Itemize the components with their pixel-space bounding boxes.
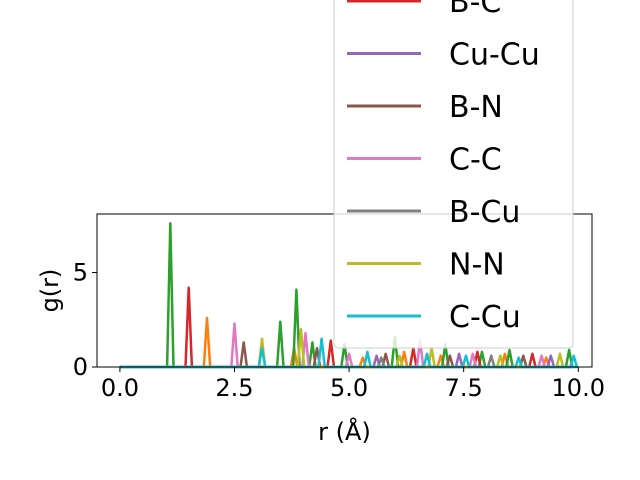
x-tick-label: 5.0 <box>330 374 368 402</box>
x-axis-label: r (Å) <box>318 417 371 446</box>
x-tick-label: 0.0 <box>101 374 139 402</box>
legend-label-cu-cu: Cu-Cu <box>449 38 540 73</box>
y-tick-label: 5 <box>73 259 88 287</box>
y-axis-label: g(r) <box>36 269 64 313</box>
legend-label-b-cu: B-Cu <box>449 195 520 230</box>
legend-label-c-c: C-C <box>449 143 502 178</box>
legend: B-C Cu-Cu B-N C-C B-Cu N-N C-Cu <box>333 0 574 349</box>
x-tick-label: 2.5 <box>215 374 253 402</box>
x-tick-label: 7.5 <box>445 374 483 402</box>
legend-box <box>333 0 574 349</box>
legend-label-n-n: N-N <box>449 248 505 283</box>
y-tick-label: 0 <box>73 353 88 381</box>
legend-label-b-c: B-C <box>449 0 501 20</box>
x-tick-label: 10.0 <box>552 374 605 402</box>
series-line-cu-cu <box>119 352 572 369</box>
legend-label-b-n: B-N <box>449 90 503 125</box>
ticks-layer: 0.0 2.5 5.0 7.5 10.0 0 5 <box>73 259 605 402</box>
legend-label-c-cu: C-Cu <box>449 300 521 335</box>
